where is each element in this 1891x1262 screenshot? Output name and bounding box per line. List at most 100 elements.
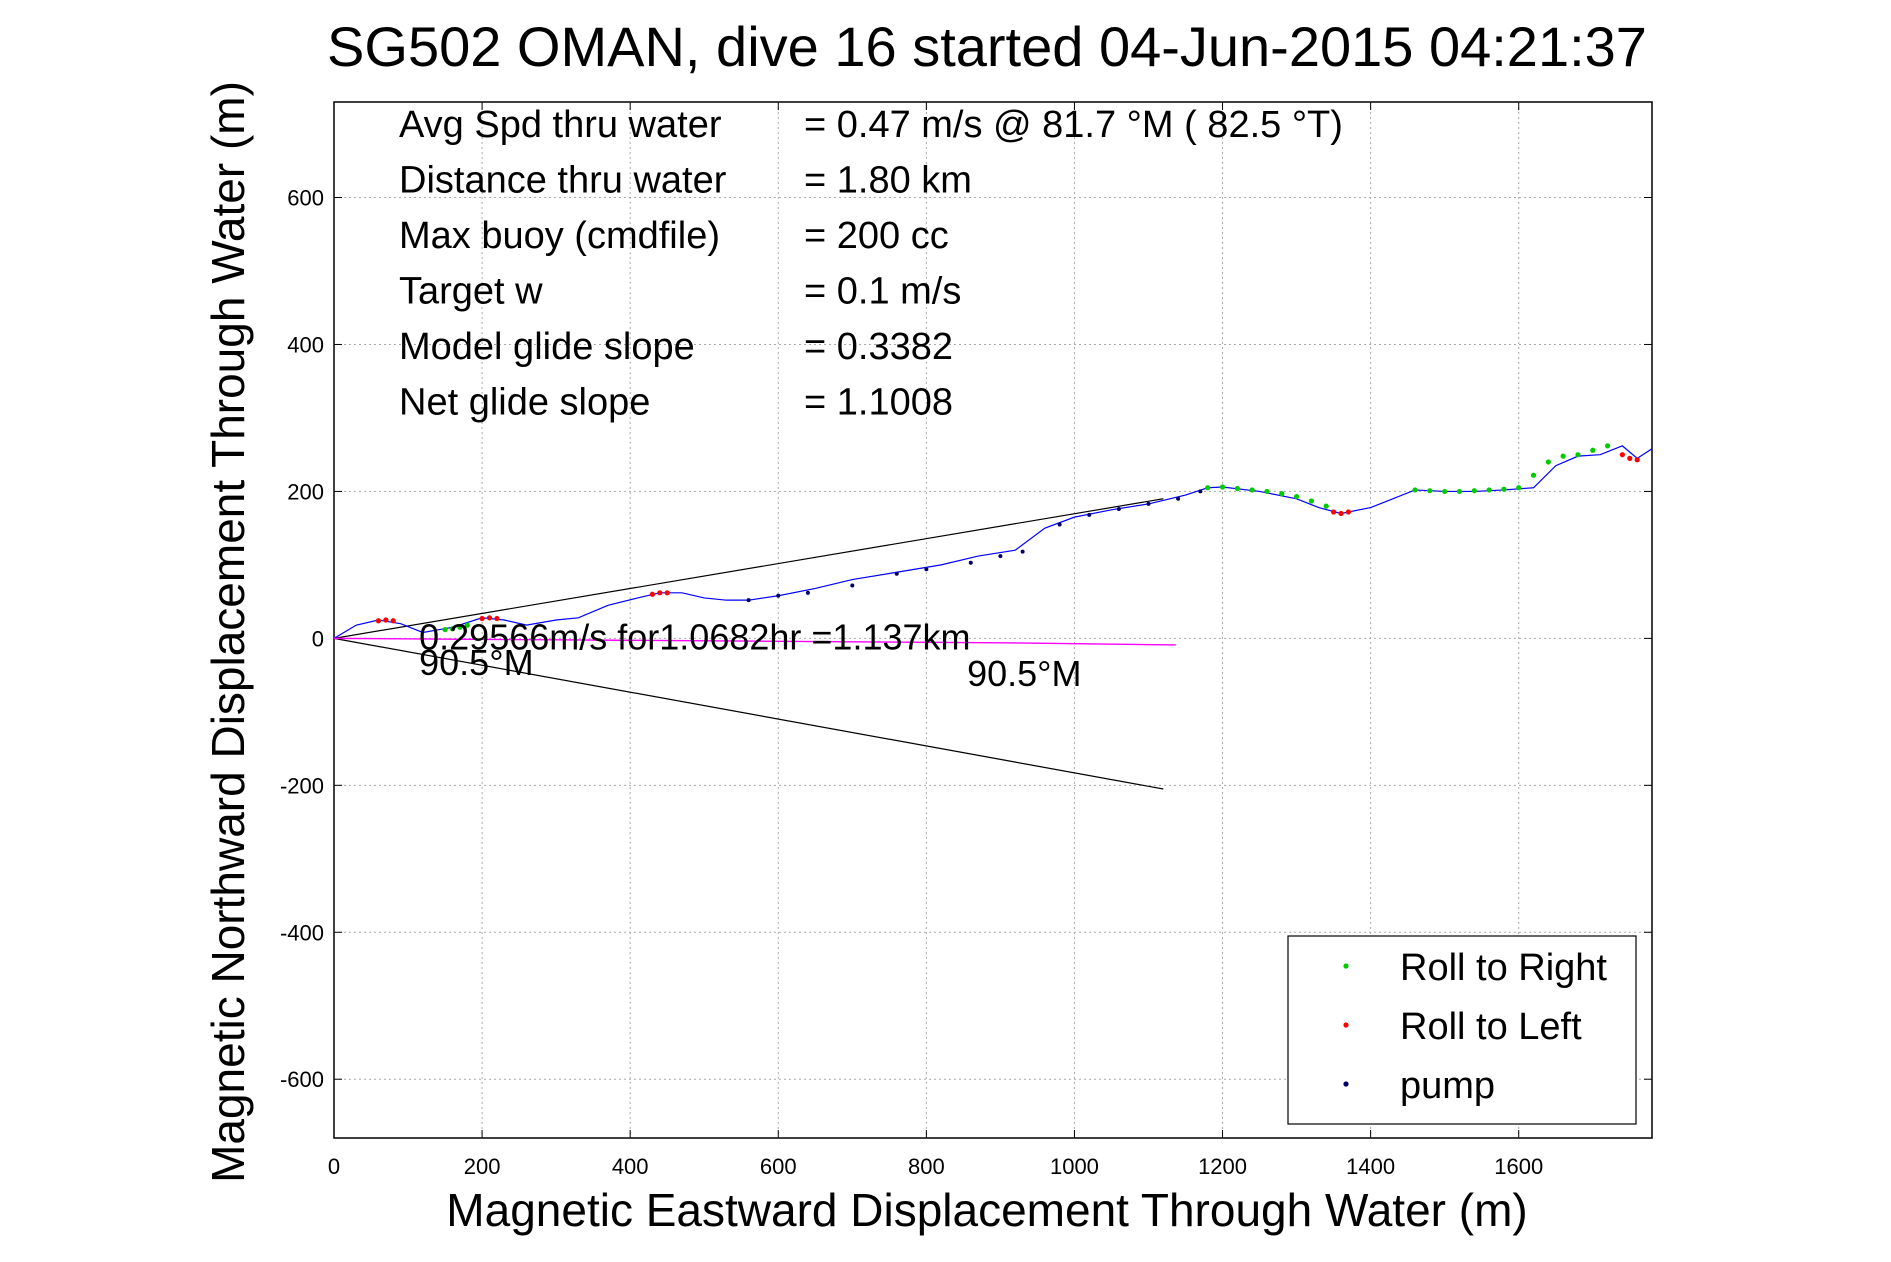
- stat-value: = 200 cc: [804, 215, 949, 257]
- roll-right-marker: [1205, 485, 1211, 491]
- y-axis-label: Magnetic Northward Displacement Through …: [202, 81, 254, 1183]
- y-tick-label: 600: [287, 186, 324, 211]
- chart-title: SG502 OMAN, dive 16 started 04-Jun-2015 …: [327, 15, 1647, 78]
- legend-label: pump: [1400, 1065, 1495, 1107]
- pump-marker: [924, 567, 929, 572]
- pump-marker: [1146, 501, 1151, 506]
- roll-right-marker: [1575, 452, 1581, 458]
- stat-value: = 0.1 m/s: [804, 271, 961, 313]
- roll-right-marker: [1530, 472, 1537, 478]
- roll-right-marker: [1545, 459, 1551, 465]
- guide-line-upper: [333, 498, 1164, 639]
- roll-right-marker: [1456, 488, 1463, 495]
- legend-marker: [1343, 963, 1349, 969]
- roll-left-marker: [1619, 452, 1625, 458]
- guide-lines: [333, 498, 1164, 790]
- x-tick-label: 400: [612, 1154, 649, 1179]
- roll-right-marker: [1279, 491, 1285, 497]
- x-tick-label: 1200: [1198, 1154, 1247, 1179]
- roll-right-marker: [457, 624, 463, 630]
- stat-value: = 1.80 km: [804, 160, 972, 202]
- pump-marker: [1020, 549, 1025, 554]
- y-tick-label: -600: [280, 1067, 324, 1092]
- roll-left-marker: [649, 591, 655, 597]
- roll-left-marker: [375, 618, 382, 624]
- roll-right-marker: [1308, 498, 1314, 504]
- roll-left-marker: [657, 590, 663, 596]
- roll-left-marker: [390, 618, 396, 624]
- pump-marker: [894, 571, 899, 576]
- guide-line-lower: [333, 637, 1164, 790]
- legend-label: Roll to Right: [1400, 947, 1607, 989]
- markers-layer: [375, 443, 1640, 633]
- roll-left-marker: [664, 590, 670, 596]
- stat-label: Net glide slope: [399, 382, 650, 424]
- roll-right-marker: [1442, 488, 1448, 495]
- stat-label: Model glide slope: [399, 326, 695, 368]
- legend-marker: [1343, 1022, 1349, 1028]
- y-tick-label: 200: [287, 479, 324, 504]
- y-tick-label: -200: [280, 773, 324, 798]
- roll-left-marker: [383, 617, 389, 623]
- y-tick-label: 400: [287, 332, 324, 357]
- roll-right-marker: [1234, 485, 1240, 492]
- roll-right-marker: [1560, 453, 1566, 459]
- stat-label: Distance thru water: [399, 160, 727, 202]
- roll-right-marker: [1264, 488, 1270, 495]
- roll-right-marker: [1471, 488, 1477, 494]
- y-tick-label: -400: [280, 920, 324, 945]
- legend-label: Roll to Left: [1400, 1006, 1582, 1048]
- pump-marker: [968, 560, 973, 565]
- legend: Roll to Right Roll to Left pump: [1287, 935, 1637, 1125]
- roll-right-marker: [464, 622, 470, 628]
- pump-marker: [776, 593, 781, 598]
- roll-left-marker: [479, 615, 485, 622]
- pump-marker: [1198, 489, 1203, 494]
- roll-left-marker: [1331, 509, 1337, 515]
- roll-right-marker: [1486, 487, 1492, 493]
- pump-marker: [1176, 496, 1181, 501]
- annotation-text: 90.5°M: [419, 642, 533, 683]
- roll-right-marker: [1323, 503, 1329, 509]
- pump-marker: [1057, 522, 1062, 527]
- roll-right-marker: [1427, 488, 1433, 494]
- roll-right-marker: [1590, 447, 1596, 453]
- annotation-text: 0.29566m/s for1.0682hr =1.137km: [419, 616, 970, 657]
- pump-marker: [1087, 512, 1092, 517]
- x-tick-label: 1400: [1346, 1154, 1395, 1179]
- roll-left-marker: [494, 615, 500, 622]
- roll-left-marker: [1634, 457, 1640, 463]
- roll-right-marker: [1293, 493, 1300, 500]
- pump-marker: [1116, 507, 1121, 512]
- pump-marker: [746, 598, 751, 603]
- roll-right-marker: [1516, 485, 1522, 491]
- stat-value: = 0.47 m/s @ 81.7 °M ( 82.5 °T): [804, 104, 1343, 146]
- stat-value: = 0.3382: [804, 326, 953, 368]
- x-ticks: 0 200 400 600 800 1000 1200 1400 1600: [328, 102, 1543, 1179]
- x-tick-label: 1600: [1494, 1154, 1543, 1179]
- x-tick-label: 1000: [1050, 1154, 1099, 1179]
- stat-label: Avg Spd thru water: [399, 104, 722, 146]
- roll-right-marker: [1412, 487, 1418, 493]
- roll-right-marker: [1501, 486, 1507, 492]
- roll-left-marker: [1345, 509, 1352, 515]
- roll-right-marker: [449, 626, 456, 632]
- x-tick-label: 0: [328, 1154, 340, 1179]
- roll-left-marker: [486, 615, 493, 621]
- x-tick-label: 600: [760, 1154, 797, 1179]
- stat-value: = 1.1008: [804, 382, 953, 424]
- series-line-current: [333, 637, 1176, 646]
- roll-right-marker: [442, 626, 448, 633]
- pump-marker: [850, 583, 855, 588]
- roll-right-marker: [1249, 487, 1255, 493]
- y-tick-label: 0: [312, 626, 324, 651]
- pump-marker: [998, 554, 1003, 559]
- y-ticks: -600 -400 -200 0 200 400 600: [280, 186, 1652, 1092]
- stat-label: Target w: [399, 271, 543, 313]
- x-tick-label: 800: [908, 1154, 945, 1179]
- legend-marker: [1343, 1081, 1349, 1087]
- annotation-text: 90.5°M: [967, 653, 1081, 694]
- roll-left-marker: [1627, 455, 1633, 461]
